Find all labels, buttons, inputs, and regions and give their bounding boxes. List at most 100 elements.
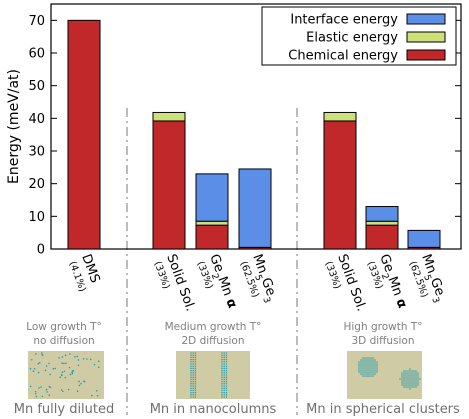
panel-caption: Mn in spherical clusters bbox=[306, 402, 460, 417]
mn-atom bbox=[48, 394, 51, 396]
mn-atom bbox=[368, 357, 370, 359]
mn-atom bbox=[413, 372, 415, 374]
mn-atom bbox=[192, 365, 194, 367]
mn-atom bbox=[221, 361, 223, 363]
mn-atom bbox=[403, 374, 405, 376]
mn-atom bbox=[364, 365, 366, 367]
mn-atom bbox=[362, 369, 364, 371]
mn-atom bbox=[401, 378, 403, 380]
mn-atom bbox=[411, 376, 413, 378]
mn-atom bbox=[366, 373, 368, 375]
mn-atom bbox=[362, 375, 364, 377]
mn-atom bbox=[37, 371, 40, 374]
mn-atom bbox=[364, 357, 366, 359]
mn-atom bbox=[409, 382, 411, 384]
mn-atom bbox=[192, 358, 194, 361]
mn-atom bbox=[411, 378, 413, 380]
mn-atom bbox=[411, 370, 413, 372]
mn-atom bbox=[366, 375, 368, 377]
mn-atom bbox=[223, 361, 225, 363]
mn-atom bbox=[190, 394, 192, 396]
legend-label: Chemical energy bbox=[288, 49, 398, 64]
mn-atom bbox=[360, 363, 362, 365]
mn-atom bbox=[96, 394, 99, 397]
mn-atom bbox=[192, 369, 194, 372]
mn-atom bbox=[415, 374, 417, 376]
mn-atom bbox=[72, 369, 75, 372]
mn-atom bbox=[60, 374, 63, 376]
mn-atom bbox=[64, 354, 67, 357]
mn-atom bbox=[61, 362, 63, 365]
mn-atom bbox=[417, 374, 419, 376]
y-tick-label: 40 bbox=[28, 112, 45, 127]
mn-atom bbox=[362, 357, 364, 359]
bar-segment bbox=[152, 111, 186, 122]
mn-atom bbox=[190, 354, 192, 356]
mn-atom bbox=[403, 386, 405, 388]
mn-atom bbox=[89, 358, 92, 361]
mn-atom bbox=[77, 359, 80, 361]
mn-atom bbox=[223, 372, 225, 374]
mn-atom bbox=[225, 367, 228, 370]
mn-atom bbox=[411, 374, 413, 376]
mn-atom bbox=[29, 368, 32, 370]
mn-atom bbox=[409, 388, 411, 390]
mn-atom bbox=[221, 374, 223, 376]
mn-atom bbox=[413, 370, 415, 372]
mn-atom bbox=[190, 365, 192, 367]
mn-atom bbox=[376, 361, 378, 363]
mn-atom bbox=[403, 376, 405, 378]
mn-atom bbox=[370, 373, 372, 375]
mn-atom bbox=[407, 382, 409, 384]
mn-atom bbox=[190, 358, 192, 361]
mn-atom bbox=[192, 391, 194, 394]
mn-atom bbox=[190, 356, 192, 359]
mn-atom bbox=[65, 362, 67, 365]
mn-atom bbox=[192, 352, 194, 354]
mn-atom bbox=[405, 370, 407, 372]
mn-atom bbox=[221, 383, 223, 385]
mn-atom bbox=[221, 376, 223, 378]
mn-atom bbox=[368, 369, 370, 371]
bar-segment bbox=[67, 19, 101, 250]
mn-atom bbox=[360, 361, 362, 363]
mn-atom bbox=[358, 361, 360, 363]
mn-atom bbox=[407, 374, 409, 376]
mn-atom bbox=[411, 382, 413, 384]
mn-atom bbox=[370, 375, 372, 377]
mn-atom bbox=[409, 368, 411, 370]
category-label: Ge2Mn α(33%) bbox=[365, 252, 410, 310]
mn-atom bbox=[223, 383, 225, 385]
mn-atom bbox=[71, 372, 74, 375]
mn-atom bbox=[364, 375, 366, 377]
mn-atom bbox=[33, 367, 36, 370]
mn-atom bbox=[372, 363, 374, 365]
mn-atom bbox=[358, 363, 360, 365]
mn-atom bbox=[374, 365, 376, 367]
panel-caption: Mn in nanocolumns bbox=[150, 402, 277, 417]
mn-atom bbox=[370, 361, 372, 363]
growth-temperature: Low growth T° bbox=[26, 321, 102, 333]
mn-atom bbox=[45, 365, 48, 367]
mn-atom bbox=[194, 356, 197, 359]
category-labels: DMS(4.1%) Solid Sol.(33%) Ge2Mn α(33%) Mn5G… bbox=[67, 252, 447, 313]
mn-atom bbox=[95, 390, 98, 392]
mn-atom bbox=[368, 359, 370, 361]
mn-atom bbox=[364, 367, 366, 369]
mn-atom bbox=[413, 374, 415, 376]
mn-atom bbox=[192, 396, 194, 398]
mn-atom bbox=[74, 355, 76, 358]
mn-atom bbox=[221, 389, 223, 392]
mn-atom bbox=[225, 387, 228, 389]
mn-atom bbox=[97, 366, 100, 369]
mn-atom bbox=[358, 367, 360, 369]
mn-atom bbox=[221, 356, 223, 359]
legend-label: Elastic energy bbox=[306, 31, 398, 46]
mn-atom bbox=[405, 386, 407, 388]
mn-atom bbox=[221, 391, 223, 394]
mn-atom bbox=[223, 365, 225, 367]
mn-atom bbox=[366, 371, 368, 373]
mn-atom bbox=[221, 396, 223, 398]
mn-atom bbox=[68, 366, 71, 369]
mn-atom bbox=[223, 369, 225, 372]
